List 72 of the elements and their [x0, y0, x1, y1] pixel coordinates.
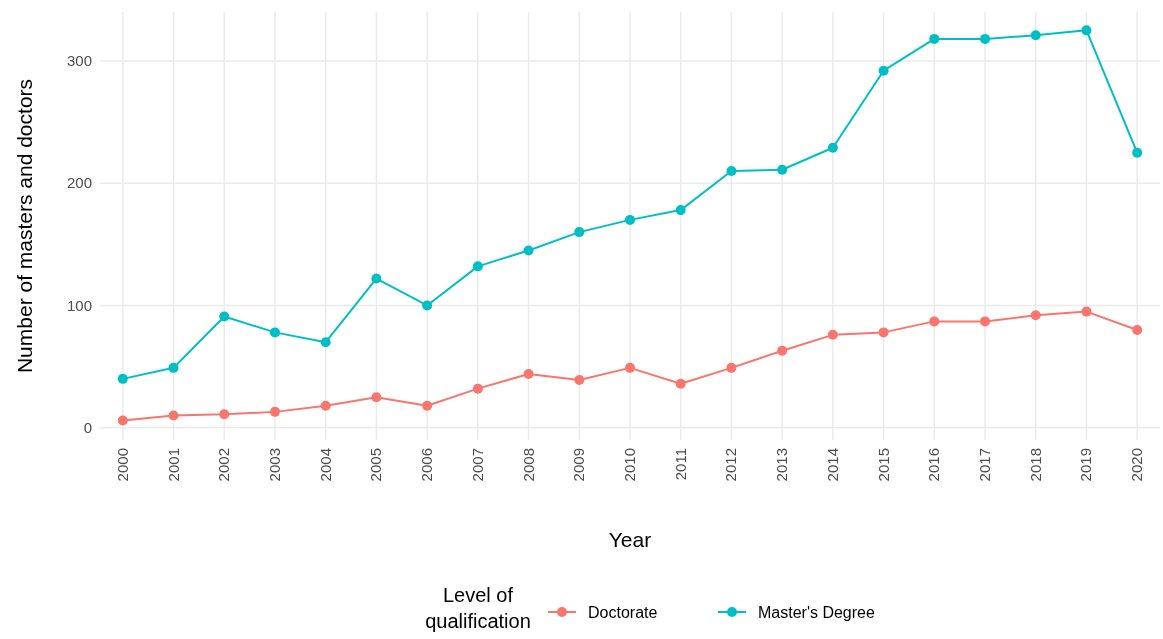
point [1132, 324, 1143, 335]
point [219, 311, 230, 322]
legend-title: Level of qualification [425, 584, 531, 632]
point [1081, 306, 1092, 317]
x-tick-label: 2020 [1128, 448, 1146, 482]
x-axis-title: Year [608, 528, 652, 551]
y-tick-label: 100 [66, 296, 92, 314]
point [168, 410, 179, 421]
point [219, 409, 230, 420]
point [269, 406, 280, 417]
y-tick-label: 200 [66, 174, 92, 192]
point [1030, 310, 1041, 321]
point [675, 378, 686, 389]
legend-label: Master's Degree [758, 603, 875, 621]
point [320, 337, 331, 348]
point [574, 227, 585, 238]
x-tick-label: 2018 [1026, 448, 1044, 482]
point [827, 142, 838, 153]
point [523, 245, 534, 256]
point [472, 383, 483, 394]
x-tick-label: 2004 [316, 448, 334, 482]
x-tick-label: 2019 [1077, 448, 1095, 482]
point [878, 327, 889, 338]
y-tick-label: 300 [66, 52, 92, 70]
point [1030, 30, 1041, 41]
point [422, 300, 433, 311]
x-tick-label: 2002 [215, 448, 233, 482]
point [777, 164, 788, 175]
point [117, 415, 128, 426]
point [320, 400, 331, 411]
point [117, 373, 128, 384]
point [726, 165, 737, 176]
y-axis-title: Number of masters and doctors [13, 78, 36, 374]
point [371, 273, 382, 284]
x-tick-label: 2001 [164, 448, 182, 482]
point [168, 362, 179, 373]
x-tick-label: 2005 [367, 448, 385, 482]
point [523, 368, 534, 379]
x-tick-label: 2000 [113, 448, 131, 482]
point [777, 345, 788, 356]
x-tick-label: 2008 [519, 448, 537, 482]
x-tick-label: 2003 [265, 448, 283, 482]
point [675, 205, 686, 216]
point [980, 33, 991, 44]
point [929, 33, 940, 44]
legend-label: Doctorate [588, 603, 658, 621]
x-tick-label: 2015 [874, 448, 892, 482]
x-tick-label: 2017 [976, 448, 994, 482]
x-tick-label: 2009 [570, 448, 588, 482]
point [726, 362, 737, 373]
y-tick-label: 0 [83, 419, 92, 437]
point [878, 65, 889, 76]
point [472, 261, 483, 272]
point [422, 400, 433, 411]
point [827, 329, 838, 340]
x-tick-label: 2010 [621, 448, 638, 482]
point [929, 316, 940, 327]
point [1132, 147, 1143, 158]
point [269, 327, 280, 338]
point [980, 316, 991, 327]
x-tick-label: 2013 [773, 448, 791, 482]
x-tick-label: 2011 [671, 448, 689, 481]
x-tick-label: 2006 [418, 448, 436, 482]
point [574, 375, 585, 386]
point [625, 214, 635, 225]
x-tick-label: 2016 [925, 448, 943, 482]
x-tick-label: 2007 [468, 448, 486, 482]
x-tick-label: 2014 [823, 448, 841, 482]
point [625, 362, 635, 373]
point [371, 392, 382, 403]
x-tick-label: 2012 [722, 448, 740, 482]
point [1081, 25, 1092, 36]
